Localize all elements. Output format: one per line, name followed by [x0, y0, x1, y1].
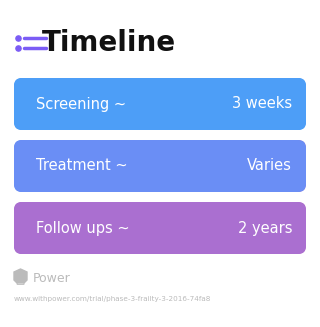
Text: ␧: ␧	[15, 270, 25, 285]
Text: Follow ups ~: Follow ups ~	[36, 220, 130, 235]
FancyBboxPatch shape	[14, 202, 306, 254]
Text: www.withpower.com/trial/phase-3-frailty-3-2016-74fa8: www.withpower.com/trial/phase-3-frailty-…	[14, 296, 212, 302]
Text: Treatment ~: Treatment ~	[36, 159, 128, 174]
Text: Power: Power	[33, 271, 71, 284]
Text: 2 years: 2 years	[237, 220, 292, 235]
Polygon shape	[14, 269, 27, 283]
Text: Varies: Varies	[247, 159, 292, 174]
FancyBboxPatch shape	[14, 78, 306, 130]
Text: 3 weeks: 3 weeks	[232, 96, 292, 112]
Text: Screening ~: Screening ~	[36, 96, 126, 112]
Text: Timeline: Timeline	[42, 29, 176, 57]
FancyBboxPatch shape	[14, 140, 306, 192]
